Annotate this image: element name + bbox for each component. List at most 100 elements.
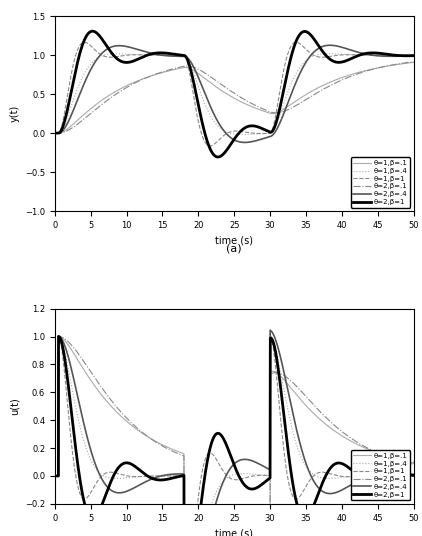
θ=2,β=.4 [392,53,397,59]
θ=1,β=.4 [228,130,233,137]
θ=2,β=1 [123,59,128,65]
θ=2,β=.4 [411,472,416,478]
Legend: θ=1,β=.1, θ=1,β=.4, θ=1,β=1, θ=2,β=.1, θ=2,β=.4, θ=2,β=1: θ=1,β=.1, θ=1,β=.4, θ=1,β=1, θ=2,β=.1, θ… [351,450,410,501]
θ=2,β=.1 [74,122,79,128]
θ=1,β=.4 [228,473,233,479]
Line: θ=2,β=.4: θ=2,β=.4 [55,330,414,536]
θ=2,β=.4 [228,465,233,472]
θ=2,β=1 [392,473,397,479]
θ=2,β=.4 [411,53,416,59]
θ=2,β=.1 [392,456,397,463]
θ=2,β=.4 [327,42,333,48]
θ=1,β=.1 [228,93,233,99]
θ=2,β=.4 [228,134,233,140]
θ=1,β=.1 [392,62,397,68]
θ=2,β=.1 [411,58,416,65]
θ=1,β=1 [411,473,416,479]
θ=1,β=.4 [411,473,416,479]
θ=1,β=.1 [74,118,79,124]
θ=1,β=1 [52,473,57,479]
θ=2,β=.4 [54,130,59,136]
θ=2,β=1 [52,130,57,136]
Line: θ=2,β=1: θ=2,β=1 [55,31,414,157]
θ=2,β=.1 [123,85,128,92]
Line: θ=2,β=1: θ=2,β=1 [55,337,414,536]
θ=1,β=.4 [67,107,72,114]
θ=1,β=.4 [123,51,128,57]
θ=2,β=1 [90,28,95,34]
θ=2,β=.4 [52,473,57,479]
θ=2,β=.1 [74,348,79,354]
θ=1,β=1 [67,79,72,86]
Line: θ=2,β=.4: θ=2,β=.4 [55,45,414,143]
θ=1,β=1 [228,129,233,135]
θ=1,β=.1 [74,354,79,361]
Line: θ=2,β=.1: θ=2,β=.1 [55,62,414,133]
θ=1,β=.4 [411,52,416,58]
θ=1,β=.4 [268,332,273,339]
θ=1,β=.1 [52,130,57,136]
Line: θ=1,β=.1: θ=1,β=.1 [55,336,414,536]
θ=1,β=.4 [52,130,57,136]
θ=2,β=1 [123,460,128,466]
θ=1,β=.4 [392,473,397,479]
θ=2,β=1 [54,130,59,136]
θ=2,β=.1 [54,473,59,479]
Line: θ=1,β=.4: θ=1,β=.4 [55,336,414,536]
θ=2,β=1 [54,473,59,479]
θ=1,β=.1 [54,473,59,479]
θ=1,β=.1 [56,333,61,339]
θ=2,β=1 [392,52,397,58]
Title: (a): (a) [226,244,242,254]
Line: θ=1,β=.4: θ=1,β=.4 [55,54,414,135]
Legend: θ=1,β=.1, θ=1,β=.4, θ=1,β=1, θ=2,β=.1, θ=2,β=.4, θ=2,β=1: θ=1,β=.1, θ=1,β=.4, θ=1,β=1, θ=2,β=.1, θ… [351,158,410,208]
X-axis label: time (s): time (s) [215,528,253,536]
θ=1,β=1 [208,143,213,149]
θ=1,β=.4 [54,473,59,479]
θ=1,β=1 [54,473,59,479]
θ=2,β=1 [52,473,57,479]
θ=2,β=.4 [74,388,79,394]
Line: θ=1,β=.1: θ=1,β=.1 [55,62,414,133]
θ=1,β=.1 [52,473,57,479]
θ=2,β=1 [67,394,72,401]
θ=1,β=1 [228,475,233,481]
θ=2,β=.1 [52,130,57,136]
θ=2,β=.4 [52,130,57,136]
θ=1,β=.4 [74,407,79,414]
θ=1,β=.4 [326,50,331,57]
θ=1,β=.1 [123,83,128,90]
θ=2,β=.4 [67,115,72,122]
θ=2,β=1 [56,333,61,340]
θ=2,β=.1 [52,473,57,479]
θ=1,β=.1 [123,417,128,423]
θ=1,β=.1 [67,124,72,130]
θ=2,β=1 [74,64,79,71]
θ=2,β=.4 [392,471,397,477]
θ=2,β=.1 [56,333,61,340]
θ=1,β=1 [74,476,79,482]
θ=1,β=.4 [123,475,128,481]
Line: θ=1,β=1: θ=1,β=1 [55,42,414,146]
θ=1,β=1 [67,423,72,430]
θ=1,β=1 [392,52,397,58]
θ=2,β=.1 [123,413,128,420]
θ=2,β=.1 [67,126,72,132]
Y-axis label: y(t): y(t) [9,105,19,122]
X-axis label: time (s): time (s) [215,235,253,245]
θ=1,β=1 [268,333,273,339]
θ=2,β=.1 [392,61,397,68]
θ=1,β=.4 [392,52,397,58]
θ=2,β=1 [215,154,220,160]
θ=2,β=.4 [242,139,247,146]
θ=1,β=1 [74,50,79,57]
θ=2,β=.1 [411,459,416,465]
Line: θ=1,β=1: θ=1,β=1 [55,336,414,536]
θ=2,β=.4 [67,359,72,366]
θ=1,β=1 [123,52,128,58]
θ=2,β=1 [74,450,79,457]
θ=1,β=1 [411,52,416,58]
Line: θ=2,β=.1: θ=2,β=.1 [55,337,414,536]
θ=1,β=1 [294,39,299,46]
θ=1,β=.1 [54,130,59,136]
